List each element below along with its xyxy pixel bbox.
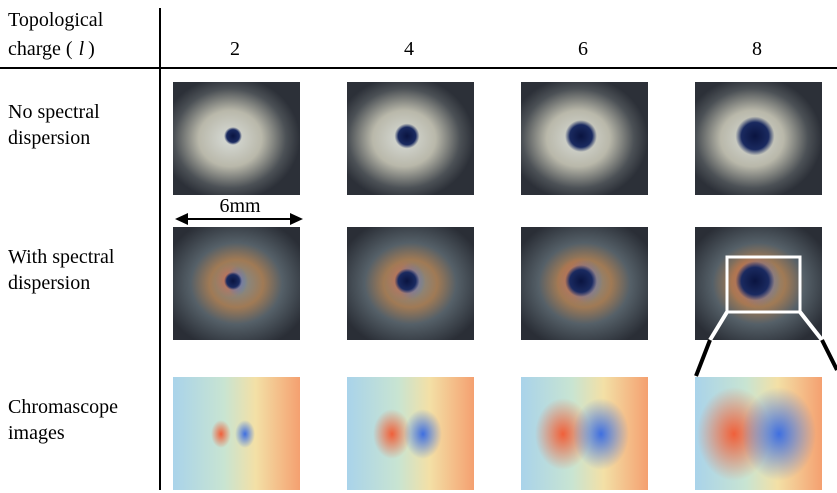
image-core [395, 124, 420, 149]
row-label: Chromascope [8, 396, 118, 418]
image-core [224, 272, 242, 290]
scale-arrowhead [290, 213, 303, 225]
image-core [565, 265, 597, 297]
header-label: charge ( [8, 38, 73, 60]
image-core [565, 120, 597, 152]
scale-arrowhead [175, 213, 188, 225]
header-symbol: l [79, 38, 85, 60]
column-heading: 2 [230, 38, 240, 60]
figure: Topological charge ( l) 2 4 6 8 No spectral di… [0, 0, 837, 493]
scale-label: 6mm [219, 195, 261, 217]
header-label: charge ( l) [8, 38, 95, 60]
image-blue [235, 420, 255, 448]
column-heading: 4 [404, 38, 414, 60]
column-heading: 6 [578, 38, 588, 60]
image-blue [404, 409, 442, 459]
row-label: dispersion [8, 127, 90, 149]
image-core [736, 262, 775, 301]
row-label: images [8, 422, 65, 444]
header-label: Topological [8, 9, 104, 31]
image-core [736, 117, 775, 156]
header-label: ) [88, 38, 95, 60]
column-heading: 8 [752, 38, 762, 60]
row-label: No spectral [8, 101, 100, 123]
zoom-line [822, 340, 837, 370]
page: Topological charge ( l) 2 4 6 8 No spectral di… [0, 0, 837, 493]
row-label: With spectral [8, 246, 115, 268]
image-blue [573, 398, 629, 470]
image-core [395, 269, 420, 294]
image-red [211, 420, 231, 448]
row-label: dispersion [8, 272, 90, 294]
image-blue [742, 387, 816, 481]
zoom-line [696, 340, 710, 376]
image-core [224, 127, 242, 145]
